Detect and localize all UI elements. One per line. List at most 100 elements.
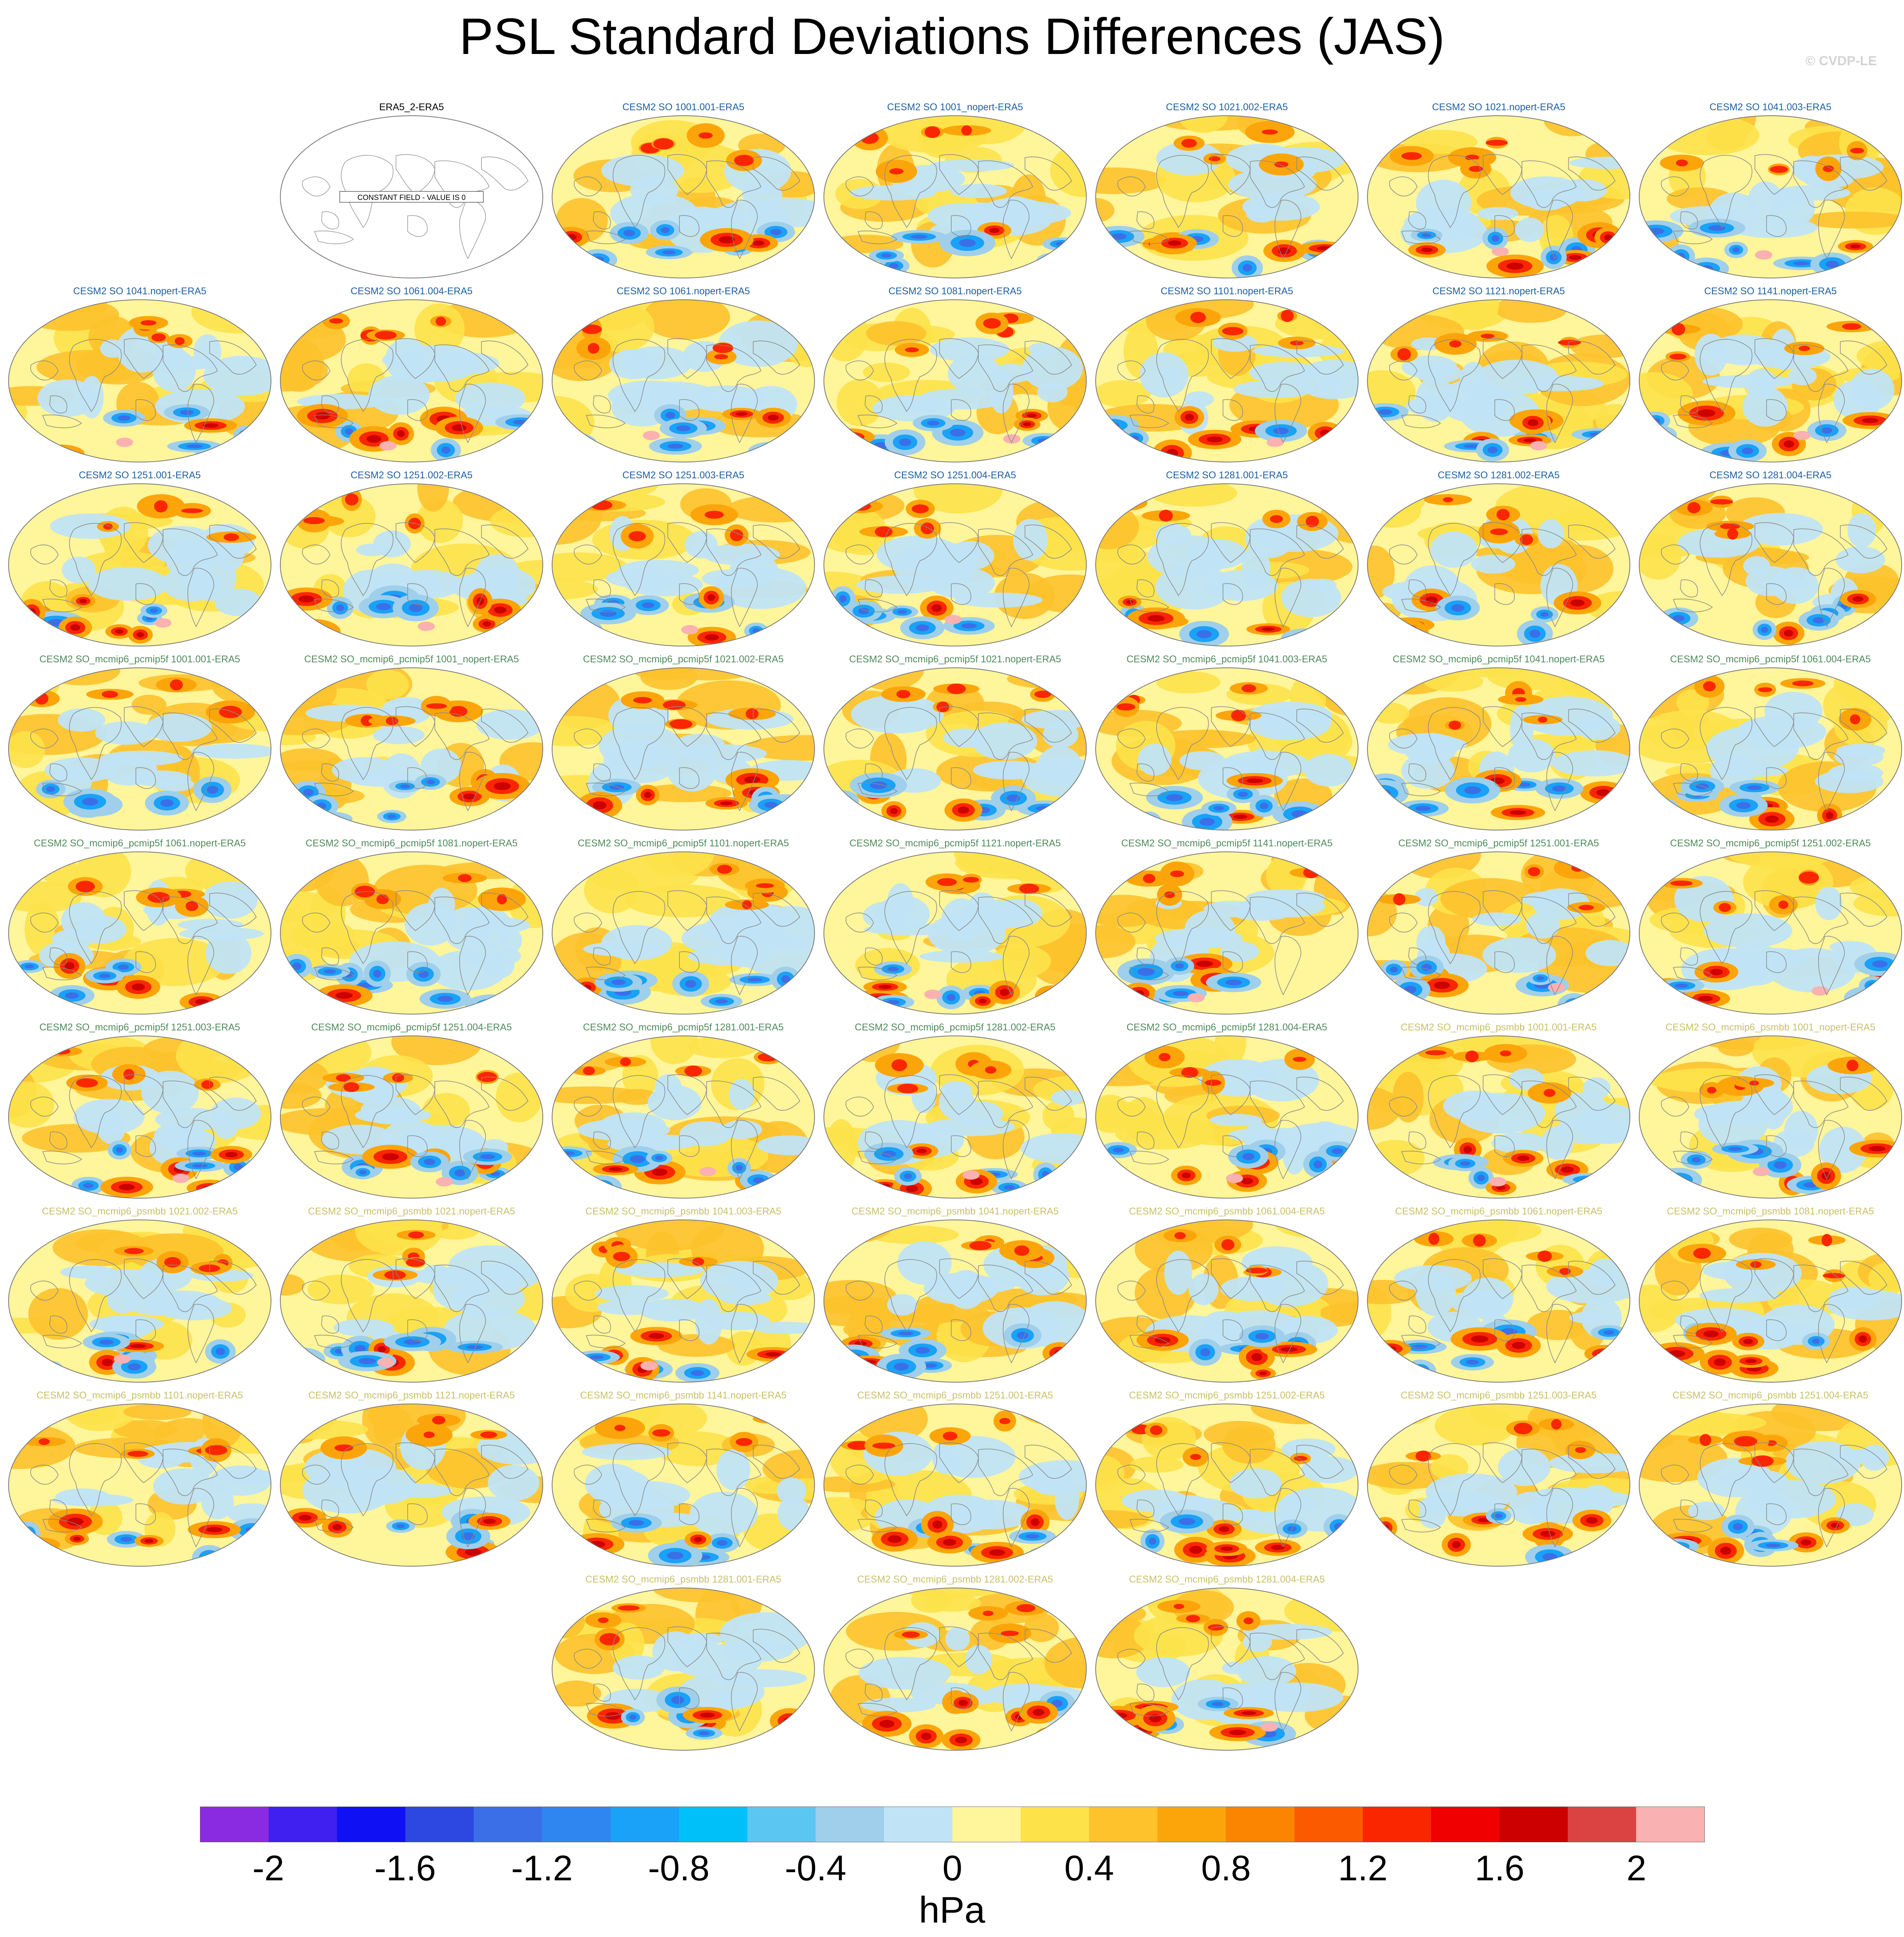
globe-map (552, 1588, 815, 1751)
constant-field-label: CONSTANT FIELD - VALUE IS 0 (358, 194, 466, 202)
map-panel: CESM2 SO_mcmip6_pcmip5f 1281.002-ERA5 (819, 1022, 1091, 1204)
panel-title: CESM2 SO_mcmip6_pcmip5f 1041.nopert-ERA5 (1392, 654, 1605, 665)
globe-map (1095, 1220, 1359, 1383)
globe-map (8, 299, 271, 462)
globe-map (1639, 1220, 1902, 1383)
globe-map (1095, 115, 1359, 278)
globe-map (280, 667, 543, 830)
globe-map (1095, 299, 1359, 462)
watermark: © CVDP-LE (1805, 54, 1877, 68)
map-panel: CESM2 SO_mcmip6_psmbb 1281.001-ERA5 (547, 1574, 819, 1756)
map-panel: CESM2 SO_mcmip6_psmbb 1251.001-ERA5 (819, 1390, 1091, 1572)
colorbar-swatch (474, 1807, 542, 1842)
panel-title: CESM2 SO 1061.004-ERA5 (350, 286, 473, 297)
globe-map (1367, 1220, 1630, 1383)
colorbar-tick-label: -1.6 (374, 1848, 436, 1888)
map-panel: CESM2 SO_mcmip6_pcmip5f 1041.nopert-ERA5 (1363, 654, 1635, 836)
colorbar-tick-label: -2 (252, 1848, 285, 1888)
colorbar-swatch (1362, 1807, 1431, 1842)
panel-title: CESM2 SO_mcmip6_pcmip5f 1121.nopert-ERA5 (849, 838, 1061, 849)
colorbar-swatch (1226, 1807, 1294, 1842)
globe-map (1639, 1404, 1902, 1567)
globe-map (1367, 1404, 1630, 1567)
map-panel: CESM2 SO_mcmip6_psmbb 1141.nopert-ERA5 (547, 1390, 819, 1572)
panel-title: CESM2 SO_mcmip6_psmbb 1001.001-ERA5 (1400, 1022, 1597, 1033)
panel-title: CESM2 SO_mcmip6_pcmip5f 1041.003-ERA5 (1126, 654, 1327, 665)
map-panel: CESM2 SO 1251.002-ERA5 (276, 470, 547, 652)
panel-title: CESM2 SO_mcmip6_pcmip5f 1281.004-ERA5 (1126, 1022, 1327, 1033)
panel-grid: ERA5_2-ERA5 CONSTANT FIELD - VALUE IS 0 CE… (4, 102, 1902, 1756)
panel-title: CESM2 SO 1251.001-ERA5 (78, 470, 201, 481)
globe-map (280, 483, 543, 646)
globe-map (1367, 299, 1630, 462)
colorbar-swatch (542, 1807, 611, 1842)
panel-title: CESM2 SO_mcmip6_pcmip5f 1061.nopert-ERA5 (33, 838, 246, 849)
colorbar-swatch (1499, 1807, 1568, 1842)
map-panel: CESM2 SO_mcmip6_psmbb 1061.nopert-ERA5 (1363, 1206, 1635, 1388)
colorbar-tick-label: 0 (942, 1848, 962, 1888)
colorbar-swatch (610, 1807, 679, 1842)
map-panel: CESM2 SO_mcmip6_pcmip5f 1081.nopert-ERA5 (276, 838, 547, 1020)
map-panel: CESM2 SO 1081.nopert-ERA5 (819, 286, 1091, 468)
globe-map (280, 851, 543, 1015)
map-panel: CESM2 SO_mcmip6_pcmip5f 1141.nopert-ERA5 (1091, 838, 1363, 1020)
panel-title: CESM2 SO_mcmip6_pcmip5f 1251.004-ERA5 (311, 1022, 512, 1033)
colorbar-swatch (1431, 1807, 1499, 1842)
map-panel: CESM2 SO_mcmip6_pcmip5f 1101.nopert-ERA5 (547, 838, 819, 1020)
map-panel: CESM2 SO 1101.nopert-ERA5 (1091, 286, 1363, 468)
map-panel: CESM2 SO_mcmip6_pcmip5f 1001.001-ERA5 (4, 654, 276, 836)
colorbar-tick-label: 1.6 (1475, 1848, 1525, 1888)
globe-map (552, 851, 815, 1015)
colorbar-swatch (679, 1807, 747, 1842)
globe-map (1095, 1404, 1359, 1567)
map-panel: CESM2 SO 1281.001-ERA5 (1091, 470, 1363, 652)
globe-map (280, 1404, 543, 1567)
map-panel: CESM2 SO_mcmip6_pcmip5f 1251.004-ERA5 (276, 1022, 547, 1204)
panel-title: CESM2 SO_mcmip6_psmbb 1281.001-ERA5 (585, 1574, 782, 1585)
map-panel: CESM2 SO_mcmip6_pcmip5f 1021.002-ERA5 (547, 654, 819, 836)
panel-title: CESM2 SO_mcmip6_psmbb 1081.nopert-ERA5 (1667, 1206, 1874, 1217)
panel-title: CESM2 SO 1251.004-ERA5 (894, 470, 1016, 481)
map-panel: CESM2 SO_mcmip6_psmbb 1251.002-ERA5 (1091, 1390, 1363, 1572)
map-panel: CESM2 SO_mcmip6_psmbb 1001.001-ERA5 (1363, 1022, 1635, 1204)
globe-map (823, 1220, 1087, 1383)
globe-map (823, 667, 1087, 830)
globe-map (823, 851, 1087, 1015)
globe-map (1095, 667, 1359, 830)
map-panel: CESM2 SO_mcmip6_pcmip5f 1251.001-ERA5 (1363, 838, 1635, 1020)
map-panel: CESM2 SO_mcmip6_pcmip5f 1281.004-ERA5 (1091, 1022, 1363, 1204)
panel-title: CESM2 SO_mcmip6_psmbb 1281.002-ERA5 (857, 1574, 1053, 1585)
panel-title: CESM2 SO_mcmip6_pcmip5f 1281.001-ERA5 (583, 1022, 784, 1033)
map-panel: CESM2 SO_mcmip6_pcmip5f 1001_nopert-ERA5 (276, 654, 547, 836)
map-panel: CESM2 SO 1061.004-ERA5 (276, 286, 547, 468)
globe-map (552, 483, 815, 646)
panel-title: CESM2 SO_mcmip6_psmbb 1021.002-ERA5 (42, 1206, 238, 1217)
panel-title: CESM2 SO_mcmip6_pcmip5f 1281.002-ERA5 (855, 1022, 1056, 1033)
globe-map (280, 1220, 543, 1383)
panel-title: CESM2 SO 1061.nopert-ERA5 (617, 286, 750, 297)
colorbar-tick-label: 1.2 (1338, 1848, 1388, 1888)
map-panel: CESM2 SO 1041.nopert-ERA5 (4, 286, 276, 468)
globe-map (1639, 1035, 1902, 1199)
globe-map (280, 1035, 543, 1199)
panel-title: CESM2 SO_mcmip6_pcmip5f 1021.002-ERA5 (583, 654, 784, 665)
panel-title: CESM2 SO 1041.003-ERA5 (1709, 102, 1832, 113)
colorbar-swatch (337, 1807, 406, 1842)
colorbar-swatch (1567, 1807, 1636, 1842)
colorbar-swatch (1636, 1807, 1705, 1842)
map-panel: CESM2 SO_mcmip6_psmbb 1041.003-ERA5 (547, 1206, 819, 1388)
globe-map (823, 1588, 1087, 1751)
colorbar-tick-label: 0.4 (1064, 1848, 1114, 1888)
globe-map (8, 851, 271, 1015)
panel-title: CESM2 SO_mcmip6_psmbb 1251.003-ERA5 (1400, 1390, 1597, 1401)
map-panel: ERA5_2-ERA5 CONSTANT FIELD - VALUE IS 0 (276, 102, 547, 284)
map-panel: CESM2 SO_mcmip6_psmbb 1251.003-ERA5 (1363, 1390, 1635, 1572)
globe-map (823, 483, 1087, 646)
panel-title: CESM2 SO 1281.004-ERA5 (1709, 470, 1832, 481)
panel-title: CESM2 SO 1001_nopert-ERA5 (887, 102, 1023, 113)
map-panel: CESM2 SO 1021.002-ERA5 (1091, 102, 1363, 284)
colorbar-swatch (1294, 1807, 1363, 1842)
map-panel: CESM2 SO_mcmip6_psmbb 1021.nopert-ERA5 (276, 1206, 547, 1388)
panel-title: CESM2 SO 1101.nopert-ERA5 (1160, 286, 1293, 297)
globe-map (552, 1220, 815, 1383)
